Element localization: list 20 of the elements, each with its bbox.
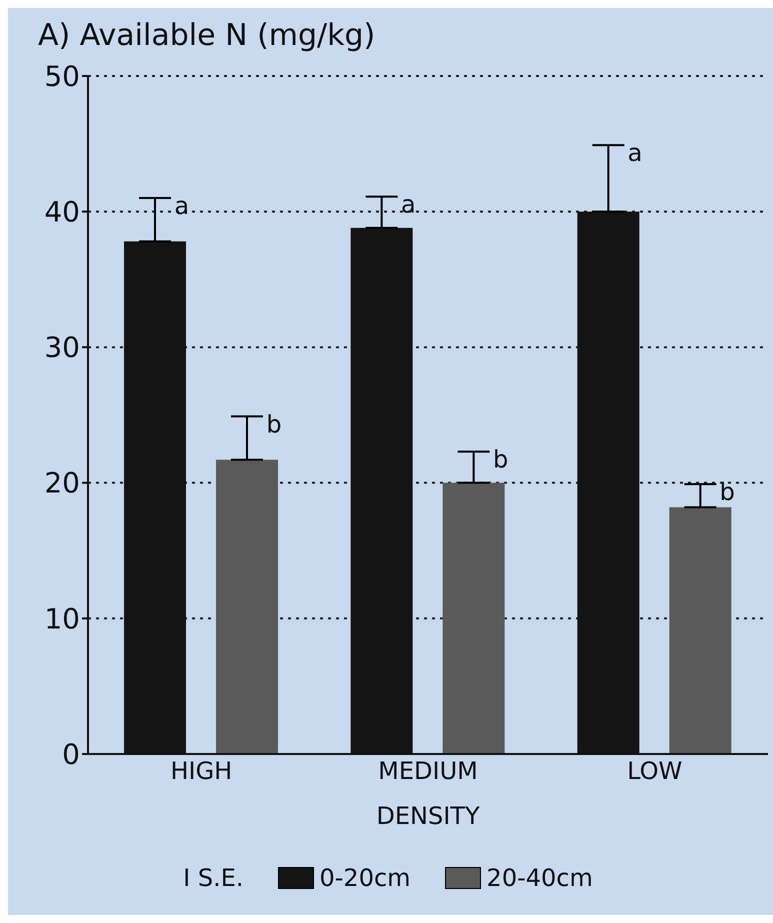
x-tick-label: LOW <box>627 757 682 786</box>
annotation: a <box>628 139 642 168</box>
x-tick-label: HIGH <box>170 757 232 786</box>
annotation: b <box>720 478 735 506</box>
annotation: b <box>266 410 282 438</box>
y-tick-label: 50 <box>44 60 80 93</box>
y-tick-label: 0 <box>62 738 80 771</box>
x-tick-label: MEDIUM <box>378 757 478 786</box>
x-axis-title: DENSITY <box>376 802 480 830</box>
annotation: a <box>401 190 416 219</box>
y-tick-label: 40 <box>44 196 80 229</box>
y-tick-label: 10 <box>44 602 80 636</box>
y-tick-label: 30 <box>44 331 80 364</box>
chart-title: A) Available N (mg/kg) <box>38 18 376 53</box>
y-tick-label: 20 <box>44 466 80 500</box>
annotation: a <box>174 192 190 220</box>
legend-label: 20-40cm <box>486 864 593 892</box>
legend-label: 0-20cm <box>318 864 411 892</box>
text: I S.E. <box>183 864 244 892</box>
annotation: b <box>493 446 508 474</box>
